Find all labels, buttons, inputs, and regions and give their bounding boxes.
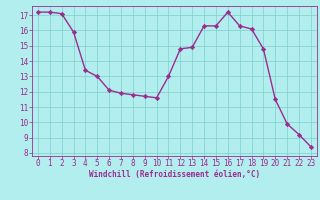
X-axis label: Windchill (Refroidissement éolien,°C): Windchill (Refroidissement éolien,°C) <box>89 170 260 179</box>
